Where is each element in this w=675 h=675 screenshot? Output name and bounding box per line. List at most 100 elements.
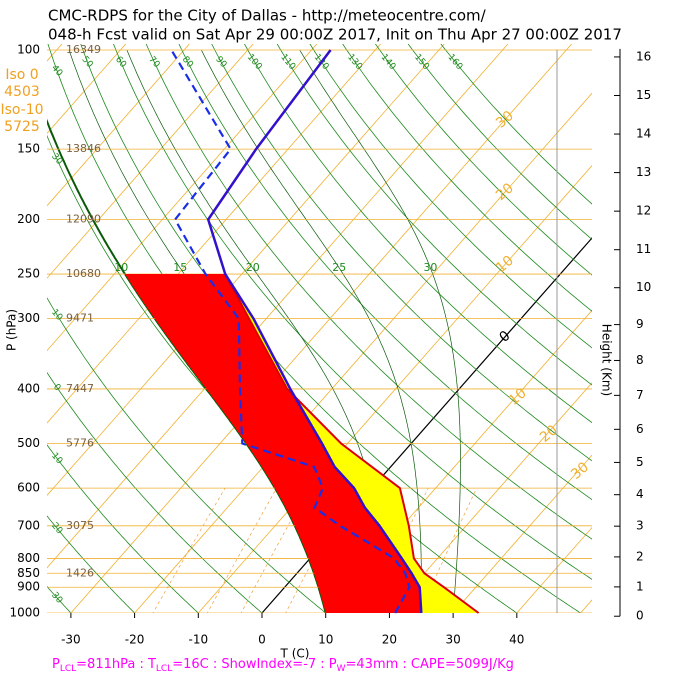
dry-adiabat-label: 90 bbox=[213, 55, 228, 70]
height-tick-label: 12 bbox=[636, 204, 651, 218]
footer: PLCL=811hPa : TLCL=16C : ShowIndex=-7 : … bbox=[52, 657, 514, 674]
height-tick-label: 1 bbox=[636, 579, 644, 593]
dry-adiabat bbox=[145, 44, 592, 540]
cape-area bbox=[125, 274, 422, 613]
height-tick-label: 6 bbox=[636, 422, 644, 436]
footer-text: =43mm : CAPE=5099J/Kg bbox=[346, 657, 514, 672]
isotherm bbox=[134, 92, 592, 613]
y-tick-label: 600 bbox=[17, 481, 40, 495]
dry-adiabat-label: 30 bbox=[49, 152, 64, 167]
moist-adiabat-label: 15 bbox=[173, 261, 187, 274]
footer-text: =811hPa : T bbox=[76, 657, 156, 672]
y-tick-label: 800 bbox=[17, 551, 40, 565]
height-tick-label: 9 bbox=[636, 317, 644, 331]
geopotential-label: 10680 bbox=[66, 267, 101, 280]
dry-adiabat-label: 60 bbox=[113, 55, 128, 70]
height-tick-label: 10 bbox=[636, 280, 651, 294]
dry-adiabat bbox=[47, 371, 263, 613]
dry-adiabat bbox=[407, 44, 592, 240]
y-tick-label: 200 bbox=[17, 212, 40, 226]
dry-adiabat bbox=[342, 44, 592, 312]
mixing-ratio-line bbox=[152, 487, 226, 613]
dry-adiabat bbox=[276, 44, 592, 386]
y-tick-label: 900 bbox=[17, 580, 40, 594]
footer-subscript: LCL bbox=[60, 664, 76, 674]
freezing-level-name: Iso 0 bbox=[5, 67, 38, 83]
x-tick-label: 0 bbox=[258, 633, 266, 647]
height-tick-label: 13 bbox=[636, 165, 651, 179]
moist-adiabat-label: 30 bbox=[423, 261, 437, 274]
isotherm bbox=[452, 454, 592, 613]
geopotential-label: 9471 bbox=[66, 312, 94, 325]
y-tick-label: 700 bbox=[17, 518, 40, 532]
height-tick-label: 4 bbox=[636, 487, 644, 501]
moist-adiabat-label: 20 bbox=[246, 261, 260, 274]
height-tick-label: 8 bbox=[636, 353, 644, 367]
freezing-level-value: 5725 bbox=[4, 119, 40, 135]
isotherm bbox=[47, 44, 318, 352]
height-axis-label: Height (Km) bbox=[600, 324, 614, 396]
y-tick-label: 100 bbox=[17, 43, 40, 57]
x-tick-label: 10 bbox=[318, 633, 333, 647]
geopotential-label: 1426 bbox=[66, 566, 94, 579]
dry-adiabat-label: 0 bbox=[51, 382, 63, 393]
isotherm bbox=[47, 44, 254, 279]
isotherm bbox=[388, 382, 592, 613]
dry-adiabat-label: 130 bbox=[345, 53, 364, 73]
dry-adiabat-label: 10 bbox=[49, 308, 64, 323]
isotherm bbox=[47, 44, 382, 424]
geopotential-label: 13846 bbox=[66, 142, 101, 155]
height-tick-label: 3 bbox=[636, 519, 644, 533]
dry-adiabat bbox=[47, 44, 518, 613]
dry-adiabat-label: 50 bbox=[80, 55, 95, 70]
isotherm bbox=[47, 44, 190, 207]
moist-adiabat-label: 10 bbox=[114, 261, 128, 274]
isotherm bbox=[580, 599, 592, 613]
isotherm-label: 20 bbox=[493, 180, 517, 204]
x-tick-label: 30 bbox=[445, 633, 460, 647]
x-tick-label: -30 bbox=[61, 633, 81, 647]
dry-adiabat-label: 100 bbox=[245, 53, 264, 73]
dry-adiabat bbox=[309, 44, 592, 349]
x-axis-label: T (C) bbox=[280, 647, 310, 661]
x-tick-label: 40 bbox=[509, 633, 524, 647]
dry-adiabat-label: 40 bbox=[49, 63, 64, 78]
height-tick-label: 2 bbox=[636, 549, 644, 563]
geopotential-label: 3075 bbox=[66, 519, 94, 532]
dry-adiabat bbox=[113, 44, 592, 580]
dry-adiabat bbox=[47, 515, 136, 613]
chart-subtitle: 048-h Fcst valid on Sat Apr 29 00:00Z 20… bbox=[48, 26, 622, 44]
isotherm bbox=[197, 165, 592, 613]
y-axis-label: P (hPa) bbox=[5, 309, 19, 351]
freezing-level-value: 4503 bbox=[4, 84, 40, 100]
y-tick-label: 400 bbox=[17, 381, 40, 395]
isotherm-label: 30 bbox=[568, 459, 592, 483]
geopotential-label: 5776 bbox=[66, 437, 94, 450]
dry-adiabat bbox=[374, 44, 592, 276]
x-tick-label: -20 bbox=[125, 633, 145, 647]
dry-adiabat-label: 140 bbox=[379, 53, 398, 73]
geopotential-label: 16349 bbox=[66, 43, 101, 56]
dry-adiabat-label: 10 bbox=[49, 451, 64, 466]
height-tick-label: 11 bbox=[636, 242, 651, 256]
mixing-ratio-line bbox=[206, 487, 277, 613]
height-tick-label: 16 bbox=[636, 49, 651, 63]
y-tick-label: 1000 bbox=[9, 606, 40, 620]
y-tick-label: 250 bbox=[17, 267, 40, 281]
dry-adiabat bbox=[47, 297, 327, 613]
footer-text: =16C : ShowIndex=-7 : P bbox=[172, 657, 337, 672]
dry-adiabat bbox=[47, 444, 199, 613]
isotherm-label: 10 bbox=[493, 253, 517, 277]
height-tick-label: 14 bbox=[636, 127, 651, 141]
y-tick-label: 150 bbox=[17, 142, 40, 156]
footer-subscript: W bbox=[337, 664, 346, 674]
parcel-line bbox=[224, 273, 480, 614]
height-tick-label: 15 bbox=[636, 88, 651, 102]
dry-adiabat-label: 70 bbox=[146, 55, 161, 70]
chart-title: CMC-RDPS for the City of Dallas - http:/… bbox=[48, 7, 487, 25]
x-tick-label: -10 bbox=[188, 633, 208, 647]
footer-subscript: LCL bbox=[156, 664, 172, 674]
temperature-line bbox=[206, 49, 423, 614]
